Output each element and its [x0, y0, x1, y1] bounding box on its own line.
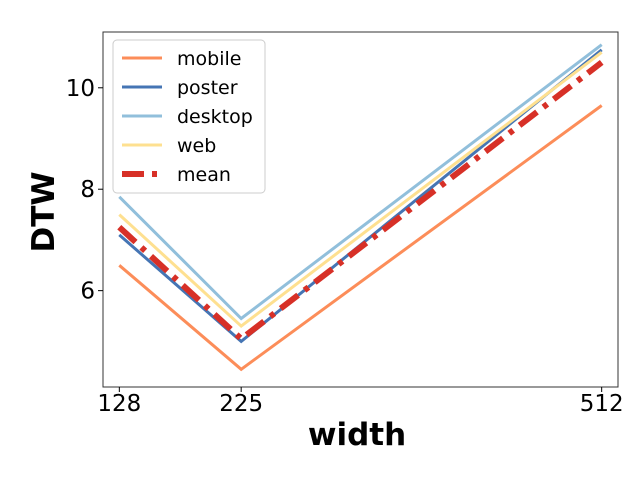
- series-line-mobile: [118, 104, 603, 372]
- series-line-poster: [118, 48, 603, 344]
- plot-frame: [102, 31, 619, 388]
- y-tick-label: 10: [66, 76, 95, 102]
- legend-label-poster: poster: [177, 77, 238, 99]
- y-tick-label: 8: [80, 177, 95, 203]
- legend-box: [112, 39, 266, 194]
- legend: mobile poster desktop web mean: [112, 39, 266, 194]
- legend-label-desktop: desktop: [177, 106, 253, 128]
- y-axis-ticks: 6 8 10: [66, 76, 103, 305]
- y-tick-label: 6: [80, 279, 95, 305]
- series-line-web: [118, 51, 603, 329]
- x-axis-title: width: [308, 417, 406, 453]
- x-tick-label: 128: [97, 391, 141, 417]
- legend-label-mobile: mobile: [177, 48, 241, 70]
- series-layer: [117, 43, 604, 372]
- x-axis-ticks: 128 225 512: [97, 387, 624, 417]
- series-line-mean: [117, 60, 604, 343]
- legend-label-web: web: [177, 135, 216, 157]
- x-tick-label: 225: [219, 391, 263, 417]
- legend-label-mean: mean: [177, 164, 231, 186]
- series-line-desktop: [118, 43, 603, 321]
- x-tick-label: 512: [580, 391, 624, 417]
- y-axis-title: DTW: [26, 171, 62, 252]
